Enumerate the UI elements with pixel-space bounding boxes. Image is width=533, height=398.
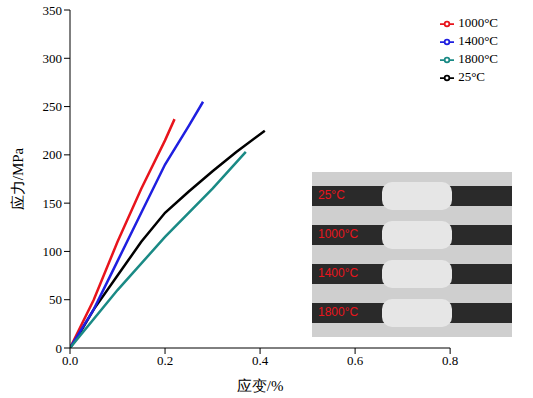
- svg-text:应变/%: 应变/%: [237, 378, 284, 394]
- svg-text:0.6: 0.6: [347, 353, 364, 368]
- html-text:25°C: 25°C: [318, 187, 345, 202]
- svg-text:0: 0: [56, 341, 63, 356]
- svg-text:0.4: 0.4: [252, 353, 269, 368]
- svg-text:350: 350: [43, 3, 63, 18]
- html-text:1800°C: 1800°C: [318, 305, 359, 320]
- html-text:1000°C: 1000°C: [458, 15, 498, 30]
- svg-text:250: 250: [43, 99, 63, 114]
- svg-text:应力/MPa: 应力/MPa: [10, 147, 26, 210]
- svg-text:200: 200: [43, 147, 63, 162]
- html-text:1000°C: 1000°C: [318, 226, 359, 241]
- html-text:1800°C: 1800°C: [458, 51, 498, 66]
- svg-text:100: 100: [43, 244, 63, 259]
- html-text:1400°C: 1400°C: [318, 266, 359, 281]
- svg-text:150: 150: [43, 196, 63, 211]
- svg-text:50: 50: [49, 292, 62, 307]
- svg-text:0.0: 0.0: [62, 353, 78, 368]
- svg-text:0.2: 0.2: [157, 353, 173, 368]
- svg-text:0.8: 0.8: [442, 353, 458, 368]
- svg-text:300: 300: [43, 51, 63, 66]
- html-text:1400°C: 1400°C: [458, 33, 498, 48]
- html-text:25°C: 25°C: [458, 69, 485, 84]
